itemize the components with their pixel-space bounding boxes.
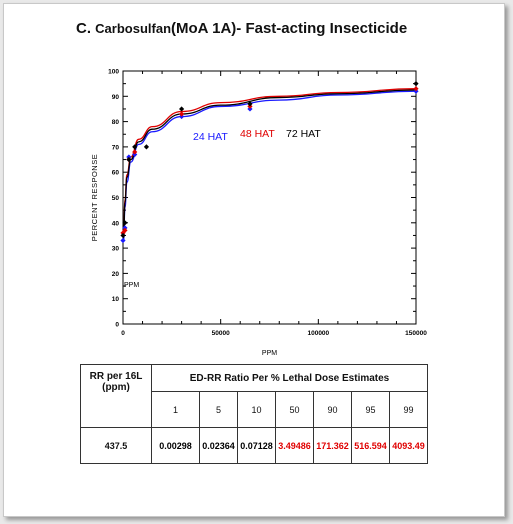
data-point-72-hat <box>122 220 128 226</box>
column-header-row: 1 5 10 50 90 95 99 <box>81 391 428 428</box>
y-tick-label: 0 <box>115 322 119 329</box>
data-point-72-hat <box>120 232 126 239</box>
table-cell: 3.49486 <box>275 427 314 464</box>
data-point-72-hat <box>179 106 185 112</box>
data-point-48-hat <box>132 149 138 155</box>
table-cell: 171.362 <box>313 427 352 464</box>
table-cell: 516.594 <box>351 427 390 464</box>
column-header: 1 <box>151 391 200 428</box>
column-header: 5 <box>199 391 238 428</box>
table-cell: 0.02364 <box>199 427 238 464</box>
rr-header: RR per 16L (ppm) <box>80 364 152 428</box>
table-cell: 4093.49 <box>389 427 428 464</box>
fit-curve-24-hat <box>122 90 417 242</box>
table-cell: 0.00298 <box>151 427 200 464</box>
fit-curve-48-hat <box>122 88 417 237</box>
data-points <box>120 81 419 244</box>
column-header: 95 <box>351 391 390 428</box>
chart-axes <box>122 70 417 325</box>
column-header: 90 <box>313 391 352 428</box>
x-tick-label: 50000 <box>212 330 230 337</box>
rr-table: RR per 16L (ppm) ED-RR Ratio Per % Letha… <box>80 364 428 464</box>
x-axis-label: PPM <box>262 350 277 357</box>
fit-curve-72-hat <box>122 89 417 239</box>
series-label-24-hat: 24 HAT <box>193 131 228 143</box>
data-point-72-hat <box>143 144 150 150</box>
y-tick-label: 70 <box>112 144 120 151</box>
value-row: 437.5 0.00298 0.02364 0.07128 3.49486 171.36… <box>80 427 428 464</box>
x-tick-label: 150000 <box>405 330 427 337</box>
y-tick-label: 100 <box>108 69 119 76</box>
y-tick-label: 60 <box>112 170 120 177</box>
x-tick-label: 0 <box>121 330 125 337</box>
slide-title: C. Carbosulfan(MoA 1A)- Fast-acting Inse… <box>76 20 407 37</box>
dose-response-chart: 0 10 20 30 40 50 60 70 80 90 100 0 50000 100000 150000… <box>90 69 427 358</box>
chart-labels: 0 10 20 30 40 50 60 70 80 90 100 0 50000 100000 150000… <box>90 69 427 358</box>
y-tick-label: 40 <box>112 220 120 227</box>
fit-curves <box>122 88 417 242</box>
group-header: ED-RR Ratio Per % Lethal Dose Estimates <box>151 364 428 392</box>
y-tick-label: 20 <box>112 271 120 278</box>
series-label-48-hat: 48 HAT <box>240 128 275 140</box>
rr-value: 437.5 <box>80 427 152 464</box>
column-header: 50 <box>275 391 314 428</box>
column-header: 10 <box>237 391 276 428</box>
data-point-24-hat <box>120 237 126 244</box>
y-tick-label: 50 <box>112 195 120 202</box>
data-point-48-hat <box>122 227 128 233</box>
y-tick-label: 10 <box>112 296 120 303</box>
data-point-48-hat <box>413 86 419 92</box>
y-axis-label: PERCENT RESPONSE <box>90 154 99 241</box>
title-compound: Carbosulfan <box>95 21 172 36</box>
table-cell: 0.07128 <box>237 427 276 464</box>
data-point-72-hat <box>413 81 419 87</box>
plot-frame <box>122 70 417 325</box>
title-rest: (MoA 1A)- Fast-acting Insecticide <box>171 20 408 37</box>
column-header: 99 <box>389 391 428 428</box>
rr-header-label: RR per 16L (ppm) <box>89 371 143 393</box>
ppm-annotation: PPM <box>124 282 139 289</box>
data-point-48-hat <box>179 111 185 117</box>
x-tick-label: 100000 <box>307 330 329 337</box>
data-point-72-hat <box>126 156 132 163</box>
data-point-72-hat <box>247 101 253 107</box>
y-tick-label: 90 <box>112 94 120 101</box>
series-label-72-hat: 72 HAT <box>286 128 321 140</box>
y-tick-label: 30 <box>112 246 120 253</box>
data-point-72-hat <box>132 144 138 150</box>
y-tick-label: 80 <box>112 119 120 126</box>
title-prefix: C. <box>76 20 91 37</box>
